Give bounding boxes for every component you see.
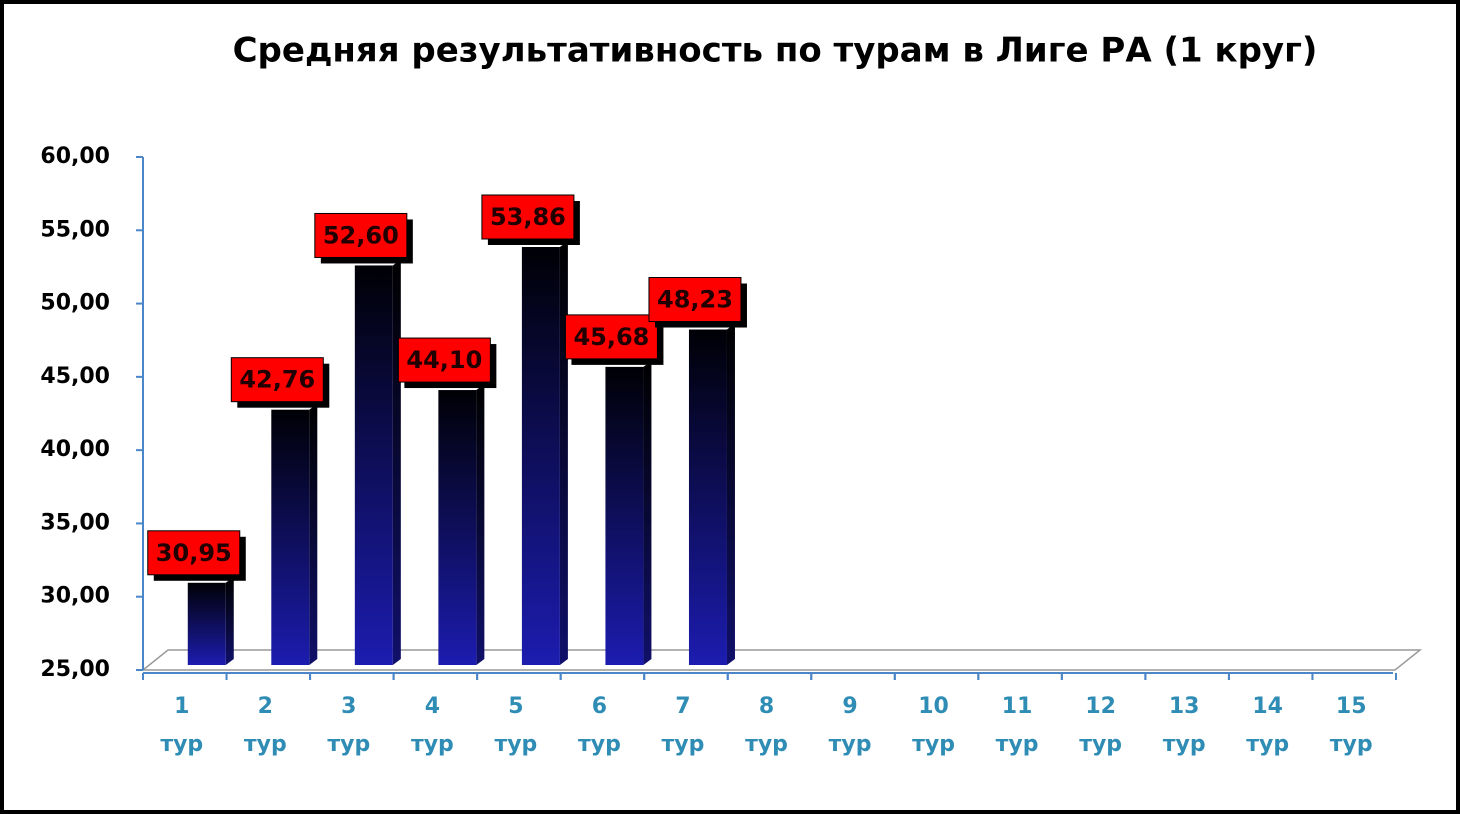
y-tick-label: 40,00 (40, 437, 110, 462)
bar-side (476, 384, 485, 665)
floor (140, 649, 1423, 671)
x-tick-label: 8 тур (745, 694, 788, 757)
x-tick-label: 4 тур (410, 694, 454, 757)
data-label: 44,10 (406, 346, 482, 374)
x-tick-label: 7 тур (661, 694, 705, 757)
y-tick-label: 45,00 (40, 364, 110, 389)
bar-side (309, 403, 318, 665)
label-box (397, 337, 491, 383)
data-label: 48,23 (657, 286, 733, 314)
label-box (147, 530, 241, 576)
x-tick-label: 5 тур (494, 694, 538, 757)
y-tick-label: 35,00 (40, 510, 110, 535)
y-tick-label: 60,00 (40, 144, 110, 169)
bar-side (559, 240, 568, 665)
x-tick-label: 15 тур (1329, 694, 1373, 757)
chart-title: Средняя результативность по турам в Лиге… (233, 31, 1318, 71)
bar (688, 329, 727, 665)
y-tick-label: 50,00 (40, 291, 110, 316)
bar-side (726, 323, 735, 665)
data-label: 52,60 (323, 221, 399, 249)
bar-side (392, 259, 401, 665)
x-tick-label: 11 тур (995, 694, 1039, 757)
x-tick-label: 6 тур (578, 694, 621, 757)
data-label: 53,86 (490, 203, 566, 231)
x-tick-label: 12 тур (1079, 694, 1123, 757)
data-label: 45,68 (573, 323, 649, 351)
bar (605, 366, 644, 665)
bar (187, 582, 226, 665)
data-label: 30,95 (156, 539, 232, 567)
bar (438, 390, 477, 665)
label-box (314, 212, 408, 258)
data-label: 42,76 (239, 366, 315, 394)
bar-side (643, 360, 652, 665)
label-box (648, 277, 742, 323)
x-tick-label: 1 тур (160, 694, 204, 757)
x-tick-label: 10 тур (912, 694, 955, 757)
y-tick-label: 55,00 (40, 217, 110, 242)
x-tick-label: 13 тур (1162, 694, 1206, 757)
bar (271, 409, 310, 665)
bar-side (225, 576, 234, 665)
x-tick-label: 14 тур (1246, 694, 1290, 757)
label-box (564, 314, 658, 360)
label-box (230, 357, 324, 403)
x-tick-label: 3 тур (327, 694, 371, 757)
y-tick-label: 30,00 (40, 584, 110, 609)
y-tick-label: 25,00 (40, 657, 110, 682)
x-tick-label: 9 тур (828, 694, 872, 757)
bar (354, 265, 393, 665)
label-box (481, 194, 575, 240)
x-tick-label: 2 тур (243, 694, 287, 757)
bar (521, 246, 560, 665)
